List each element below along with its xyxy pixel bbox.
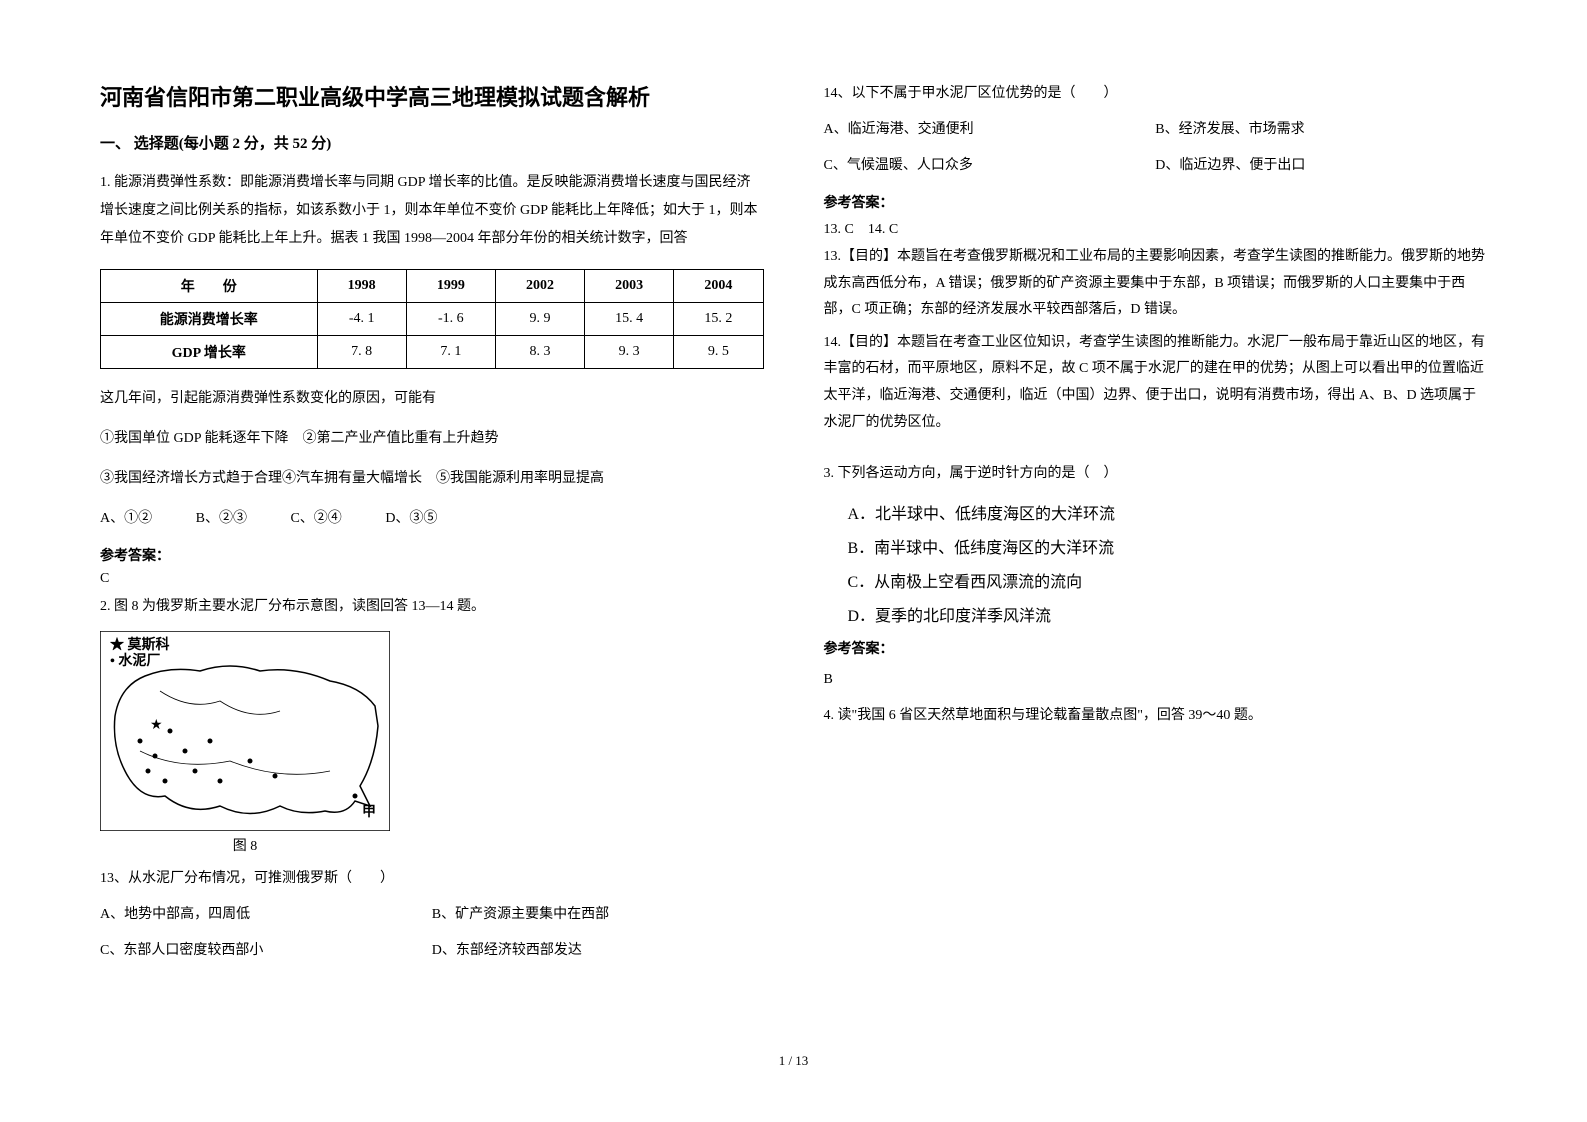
table-cell: 9. 3 [585, 336, 674, 369]
q1-table: 年 份 1998 1999 2002 2003 2004 能源消费增长率 -4.… [100, 269, 764, 369]
table-cell: 15. 4 [585, 303, 674, 336]
q1-stem: 1. 能源消费弹性系数：即能源消费增长率与同期 GDP 增长率的比值。是反映能源… [100, 169, 764, 253]
q14-opt-a: A、临近海港、交通便利 [824, 116, 1156, 144]
table-header-cell: 2002 [495, 270, 584, 303]
table-cell: 15. 2 [674, 303, 763, 336]
table-header-cell: 年 份 [101, 270, 318, 303]
q3-opt-d: D．夏季的北印度洋季风洋流 [848, 602, 1488, 626]
q13-opt-d: D、东部经济较西部发达 [432, 937, 764, 965]
table-cell: -4. 1 [317, 303, 406, 336]
q3-answer-label: 参考答案： [824, 638, 1488, 658]
q2-explain14: 14.【目的】本题旨在考查工业区位知识，考查学生读图的推断能力。水泥厂一般布局于… [824, 330, 1488, 436]
table-header-row: 年 份 1998 1999 2002 2003 2004 [101, 270, 764, 303]
q2-answer-label: 参考答案： [824, 192, 1488, 212]
table-row: GDP 增长率 7. 8 7. 1 8. 3 9. 3 9. 5 [101, 336, 764, 369]
q3-opt-a: A．北半球中、低纬度海区的大洋环流 [848, 500, 1488, 524]
page-number: 1 / 13 [0, 1053, 1587, 1069]
q14-options: A、临近海港、交通便利 B、经济发展、市场需求 [824, 116, 1488, 144]
svg-text:★: ★ [150, 718, 163, 733]
legend-plant-text: • 水泥厂 [110, 652, 160, 669]
q4-stem: 4. 读"我国 6 省区天然草地面积与理论载畜量散点图"，回答 39～40 题。 [824, 702, 1488, 730]
label-jia: 甲 [362, 804, 376, 820]
q2-figure: ★ ★ 莫斯科 • 水泥厂 甲 图 8 [100, 631, 764, 855]
q14-opt-d: D、临近边界、便于出口 [1155, 152, 1487, 180]
q14-stem: 14、以下不属于甲水泥厂区位优势的是（ ） [824, 80, 1488, 108]
table-cell: 9. 9 [495, 303, 584, 336]
q1-opt-b: B、②③ [196, 505, 247, 533]
page: 河南省信阳市第二职业高级中学高三地理模拟试题含解析 一、 选择题(每小题 2 分… [0, 0, 1587, 1013]
q2-figure-caption: 图 8 [100, 835, 390, 855]
q13-options: A、地势中部高，四周低 B、矿产资源主要集中在西部 [100, 901, 764, 929]
left-column: 河南省信阳市第二职业高级中学高三地理模拟试题含解析 一、 选择题(每小题 2 分… [100, 80, 764, 973]
legend-moscow-text: ★ 莫斯科 [110, 636, 170, 653]
q14-opt-c: C、气候温暖、人口众多 [824, 152, 1156, 180]
q2-explain13: 13.【目的】本题旨在考查俄罗斯概况和工业布局的主要影响因素，考查学生读图的推断… [824, 244, 1488, 324]
section-title: 一、 选择题(每小题 2 分，共 52 分) [100, 132, 764, 153]
table-row: 能源消费增长率 -4. 1 -1. 6 9. 9 15. 4 15. 2 [101, 303, 764, 336]
q1-opt-c: C、②④ [290, 505, 341, 533]
table-cell: -1. 6 [406, 303, 495, 336]
right-column: 14、以下不属于甲水泥厂区位优势的是（ ） A、临近海港、交通便利 B、经济发展… [824, 80, 1488, 973]
table-cell: 9. 5 [674, 336, 763, 369]
q1-line1: ①我国单位 GDP 能耗逐年下降 ②第二产业产值比重有上升趋势 [100, 425, 764, 453]
q1-line2: ③我国经济增长方式趋于合理④汽车拥有量大幅增长 ⑤我国能源利用率明显提高 [100, 465, 764, 493]
q3-opt-b: B．南半球中、低纬度海区的大洋环流 [848, 534, 1488, 558]
table-header-cell: 2004 [674, 270, 763, 303]
q2-answer-short: 13. C 14. C [824, 218, 1488, 238]
q13-options-2: C、东部人口密度较西部小 D、东部经济较西部发达 [100, 937, 764, 965]
doc-title: 河南省信阳市第二职业高级中学高三地理模拟试题含解析 [100, 80, 764, 112]
table-cell: 7. 1 [406, 336, 495, 369]
table-cell: GDP 增长率 [101, 336, 318, 369]
q14-opt-b: B、经济发展、市场需求 [1155, 116, 1487, 144]
table-cell: 8. 3 [495, 336, 584, 369]
q13-opt-b: B、矿产资源主要集中在西部 [432, 901, 764, 929]
q1-options: A、①② B、②③ C、②④ D、③⑤ [100, 505, 764, 533]
q1-opt-a: A、①② [100, 505, 152, 533]
q14-options-2: C、气候温暖、人口众多 D、临近边界、便于出口 [824, 152, 1488, 180]
q1-opt-d: D、③⑤ [385, 505, 437, 533]
table-header-cell: 1999 [406, 270, 495, 303]
q2-stem: 2. 图 8 为俄罗斯主要水泥厂分布示意图，读图回答 13—14 题。 [100, 593, 764, 621]
q1-answer: C [100, 571, 764, 587]
q3-stem: 3. 下列各运动方向，属于逆时针方向的是（ ） [824, 460, 1488, 488]
q13-opt-a: A、地势中部高，四周低 [100, 901, 432, 929]
table-header-cell: 2003 [585, 270, 674, 303]
russia-map-svg: ★ ★ 莫斯科 • 水泥厂 甲 [100, 631, 390, 831]
q1-post-table: 这几年间，引起能源消费弹性系数变化的原因，可能有 [100, 385, 764, 413]
table-cell: 能源消费增长率 [101, 303, 318, 336]
table-cell: 7. 8 [317, 336, 406, 369]
q13-stem: 13、从水泥厂分布情况，可推测俄罗斯（ ） [100, 865, 764, 893]
q3-opt-c: C．从南极上空看西风漂流的流向 [848, 568, 1488, 592]
q1-answer-label: 参考答案： [100, 545, 764, 565]
q13-opt-c: C、东部人口密度较西部小 [100, 937, 432, 965]
q3-answer: B [824, 672, 1488, 688]
table-header-cell: 1998 [317, 270, 406, 303]
